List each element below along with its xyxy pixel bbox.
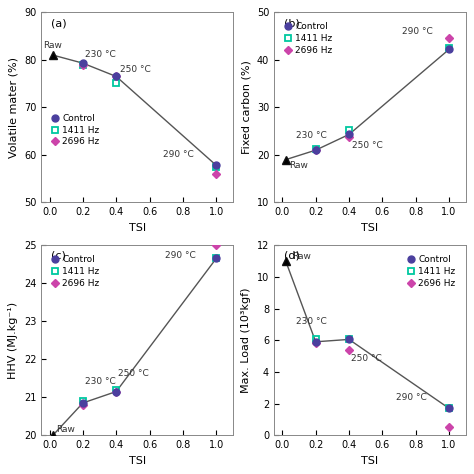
Text: 290 °C: 290 °C	[396, 393, 427, 402]
Legend: Control, 1411 Hz, 2696 Hz: Control, 1411 Hz, 2696 Hz	[406, 254, 457, 290]
X-axis label: TSI: TSI	[361, 223, 378, 233]
Text: Raw: Raw	[292, 253, 311, 262]
Text: 230 °C: 230 °C	[84, 377, 115, 386]
Text: (b): (b)	[283, 18, 300, 28]
Text: Raw: Raw	[56, 425, 75, 434]
Text: (d): (d)	[283, 251, 300, 261]
Legend: Control, 1411 Hz, 2696 Hz: Control, 1411 Hz, 2696 Hz	[283, 21, 334, 57]
Text: 230 °C: 230 °C	[84, 50, 115, 59]
Text: 290 °C: 290 °C	[163, 150, 194, 159]
Legend: Control, 1411 Hz, 2696 Hz: Control, 1411 Hz, 2696 Hz	[50, 254, 101, 290]
X-axis label: TSI: TSI	[128, 223, 146, 233]
Text: Raw: Raw	[43, 41, 62, 50]
Text: 250 °C: 250 °C	[351, 354, 382, 363]
Text: 230 °C: 230 °C	[296, 318, 327, 327]
Y-axis label: Fixed carbon (%): Fixed carbon (%)	[241, 61, 251, 155]
Text: (c): (c)	[51, 251, 66, 261]
Y-axis label: Max. Load (10³kgf): Max. Load (10³kgf)	[241, 287, 251, 393]
Text: 290 °C: 290 °C	[164, 252, 195, 261]
Text: 230 °C: 230 °C	[296, 131, 327, 140]
Text: Raw: Raw	[289, 161, 308, 170]
Text: (a): (a)	[51, 18, 66, 28]
Text: 250 °C: 250 °C	[118, 369, 149, 378]
Text: 250 °C: 250 °C	[352, 141, 383, 150]
X-axis label: TSI: TSI	[128, 456, 146, 465]
Y-axis label: HHV (MJ.kg⁻¹): HHV (MJ.kg⁻¹)	[9, 301, 18, 379]
Text: 250 °C: 250 °C	[119, 65, 150, 74]
X-axis label: TSI: TSI	[361, 456, 378, 465]
Y-axis label: Volatile mater (%): Volatile mater (%)	[9, 57, 18, 158]
Legend: Control, 1411 Hz, 2696 Hz: Control, 1411 Hz, 2696 Hz	[50, 112, 101, 148]
Text: 290 °C: 290 °C	[402, 27, 433, 36]
